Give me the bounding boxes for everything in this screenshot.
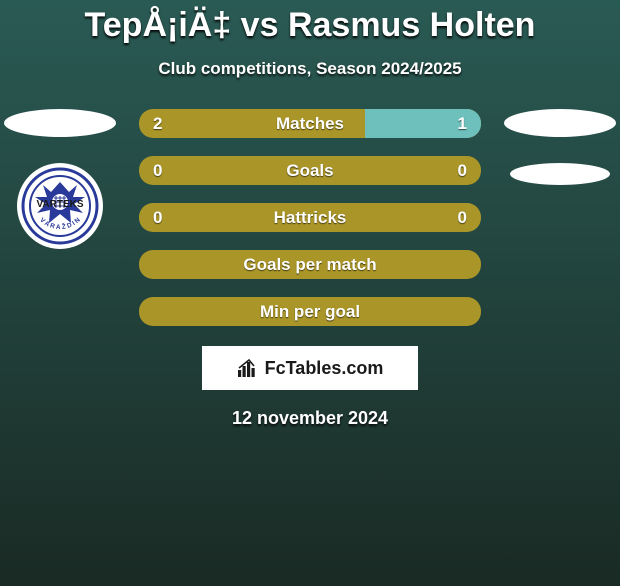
- stat-bar-value-right: 0: [458, 203, 467, 232]
- attribution-badge: FcTables.com: [202, 346, 418, 390]
- attribution-text: FcTables.com: [265, 358, 384, 379]
- snapshot-date: 12 november 2024: [0, 408, 620, 429]
- stat-bar-label: Goals: [139, 156, 481, 185]
- stat-bar-label: Goals per match: [139, 250, 481, 279]
- stat-bar-value-right: 0: [458, 156, 467, 185]
- page-subtitle: Club competitions, Season 2024/2025: [0, 59, 620, 79]
- right-club-logo-placeholder: [510, 163, 610, 185]
- stat-bar: Goals0 0: [139, 156, 481, 185]
- stat-bar-label: Hattricks: [139, 203, 481, 232]
- right-player-column: [500, 109, 620, 185]
- stat-bar: Goals per match: [139, 250, 481, 279]
- stat-bar-value-left: 2: [153, 109, 162, 138]
- stat-bar-label: Min per goal: [139, 297, 481, 326]
- stat-bar-value-right: 1: [458, 109, 467, 138]
- svg-text:VARTEKS: VARTEKS: [36, 199, 83, 210]
- left-club-logo: VARTEKS V A R A Ž D I N: [17, 163, 103, 249]
- left-player-column: VARTEKS V A R A Ž D I N: [0, 109, 120, 249]
- stat-bar: Hattricks0 0: [139, 203, 481, 232]
- stat-bar-value-left: 0: [153, 156, 162, 185]
- stat-bar: Min per goal: [139, 297, 481, 326]
- right-player-avatar-placeholder: [504, 109, 616, 137]
- stat-bar-value-left: 0: [153, 203, 162, 232]
- comparison-area: VARTEKS V A R A Ž D I N Matches21Goals00…: [0, 109, 620, 326]
- stat-bar: Matches2 1: [139, 109, 481, 138]
- varteks-logo-icon: VARTEKS V A R A Ž D I N: [21, 167, 99, 245]
- chart-icon: [237, 357, 259, 379]
- stat-bar-label: Matches: [139, 109, 481, 138]
- comparison-bars: Matches21Goals00Hattricks00Goals per mat…: [139, 109, 481, 326]
- page-title: TepÅ¡iÄ‡ vs Rasmus Holten: [0, 6, 620, 45]
- left-player-avatar-placeholder: [4, 109, 116, 137]
